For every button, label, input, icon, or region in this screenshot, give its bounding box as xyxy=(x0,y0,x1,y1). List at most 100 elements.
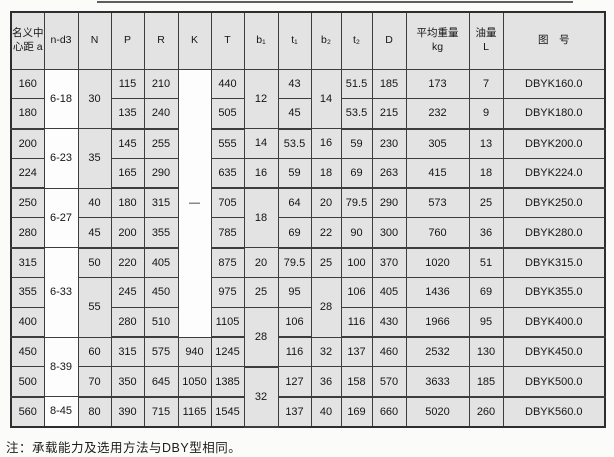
table-cell: 95 xyxy=(277,277,312,308)
table-cell: 158 xyxy=(340,366,373,398)
column-header-figure: 图 号 xyxy=(502,11,606,70)
table-cell: 290 xyxy=(143,157,179,190)
table-cell: 975 xyxy=(210,277,245,308)
table-row-200: 200 6-23 35 145 255 555 14 53.5 16 59 23… xyxy=(10,128,606,189)
table-cell: 2532 xyxy=(405,336,470,368)
table-cell: 510 xyxy=(143,306,179,339)
table-cell: 20 xyxy=(243,247,279,279)
table-cell: 16 xyxy=(310,128,342,159)
table-cell: 210 xyxy=(143,68,179,100)
table-cell: 280 xyxy=(110,306,145,339)
table-cell: 240 xyxy=(143,98,179,130)
table-cell: 137 xyxy=(277,396,312,428)
table-cell: 137 xyxy=(340,336,373,368)
table-cell: 25 xyxy=(468,187,504,219)
table-cell: 255 xyxy=(143,128,179,159)
table-cell: 575 xyxy=(143,336,179,368)
table-cell: 22 xyxy=(310,217,342,249)
table-cell: 55 xyxy=(77,277,112,338)
table-cell: 53.5 xyxy=(277,128,312,159)
table-cell: 200 xyxy=(10,128,45,159)
table-cell: 355 xyxy=(10,277,45,308)
table-cell: 59 xyxy=(340,128,373,159)
table-cell: 32 xyxy=(243,366,279,428)
table-cell: 760 xyxy=(405,217,470,249)
table-cell: 5020 xyxy=(405,396,470,428)
column-header-t1: t₁ xyxy=(277,11,312,70)
table-cell: 45 xyxy=(277,98,312,130)
table-cell: 350 xyxy=(110,366,145,398)
table-cell: 30 xyxy=(77,68,112,130)
table-cell: 69 xyxy=(277,217,312,249)
table-cell: 80 xyxy=(77,396,112,428)
footnote: 注：承载能力及选用方法与DBY型相同。 xyxy=(6,441,242,455)
table-row-450: 450 8-39 60 315 575 940 1245 116 32 137 … xyxy=(10,336,606,398)
table-cell: 430 xyxy=(371,306,407,339)
table-cell: 6-18 xyxy=(43,68,79,130)
table-cell: DBYK200.0 xyxy=(502,128,606,159)
column-header-nd3: n-d3 xyxy=(43,11,79,70)
table-cell: 560 xyxy=(10,396,45,428)
table-cell: 173 xyxy=(405,68,470,100)
table-cell: 390 xyxy=(110,396,145,428)
table-row-180: 180 135 240 505 45 53.5 215 232 9 DBYK18… xyxy=(10,98,606,130)
table-cell: 9 xyxy=(468,98,504,130)
table-cell: 16 xyxy=(243,157,279,190)
table-cell: 51 xyxy=(468,247,504,279)
table-row-250: 250 6-27 40 180 315 705 18 64 20 79.5 29… xyxy=(10,187,606,249)
table-cell: 69 xyxy=(468,277,504,308)
table-cell: 8-39 xyxy=(43,336,79,398)
table-cell: 460 xyxy=(371,336,407,368)
table-cell: 715 xyxy=(143,396,179,428)
dbyk-spec-table: 名义中 心距 a n-d3 N P R K T b₁ t₁ b₂ t₂ D 平均… xyxy=(10,11,606,428)
table-cell: 1020 xyxy=(405,247,470,279)
table-cell: 635 xyxy=(210,157,245,190)
table-cell: 875 xyxy=(210,247,245,279)
table-cell: DBYK250.0 xyxy=(502,187,606,219)
table-cell: 355 xyxy=(143,217,179,249)
table-cell: DBYK280.0 xyxy=(502,217,606,249)
table-cell: 25 xyxy=(243,277,279,308)
table-cell: 180 xyxy=(110,187,145,219)
table-cell: 705 xyxy=(210,187,245,219)
table-cell: 230 xyxy=(371,128,407,159)
table-cell: 7 xyxy=(468,68,504,100)
table-cell: 165 xyxy=(110,157,145,190)
table-cell: 405 xyxy=(143,247,179,279)
table-cell: 135 xyxy=(110,98,145,130)
table-cell: 505 xyxy=(210,98,245,130)
table-row-280: 280 45 200 355 785 69 22 90 300 760 36 D… xyxy=(10,217,606,249)
table-cell: 35 xyxy=(77,128,112,189)
table-cell: 50 xyxy=(77,247,112,279)
table-cell: 570 xyxy=(371,366,407,398)
scan-edge-line xyxy=(97,1,573,3)
table-cell: 53.5 xyxy=(340,98,373,130)
table-cell: 232 xyxy=(405,98,470,130)
table-cell: 43 xyxy=(277,68,312,100)
column-header-R: R xyxy=(143,11,179,70)
table-cell: 263 xyxy=(371,157,407,190)
column-header-b1: b₁ xyxy=(243,11,279,70)
table-cell: 1050 xyxy=(177,366,212,398)
table-cell: 106 xyxy=(340,277,373,308)
table-cell: 115 xyxy=(110,68,145,100)
table-cell: 18 xyxy=(243,187,279,249)
table-row-500: 500 70 350 645 1050 1385 32 127 36 158 5… xyxy=(10,366,606,428)
table-cell: 315 xyxy=(143,187,179,219)
table-cell: 185 xyxy=(468,366,504,398)
table-cell: 3633 xyxy=(405,366,470,398)
table-cell: 224 xyxy=(10,157,45,190)
table-cell: 500 xyxy=(10,366,45,398)
column-header-a: 名义中 心距 a xyxy=(10,11,45,70)
table-cell: 6-23 xyxy=(43,128,79,189)
table-cell: 13 xyxy=(468,128,504,159)
column-header-oil: 油量 L xyxy=(468,11,504,70)
table-cell: 450 xyxy=(143,277,179,308)
table-cell: 440 xyxy=(210,68,245,100)
table-cell: 185 xyxy=(371,68,407,100)
table-row-160: 160 6-18 30 115 210 — 440 12 43 14 51.5 … xyxy=(10,68,606,338)
table-cell: 405 xyxy=(371,277,407,308)
table-cell: 12 xyxy=(243,68,279,130)
table-cell: 180 xyxy=(10,98,45,130)
table-cell: 100 xyxy=(340,247,373,279)
